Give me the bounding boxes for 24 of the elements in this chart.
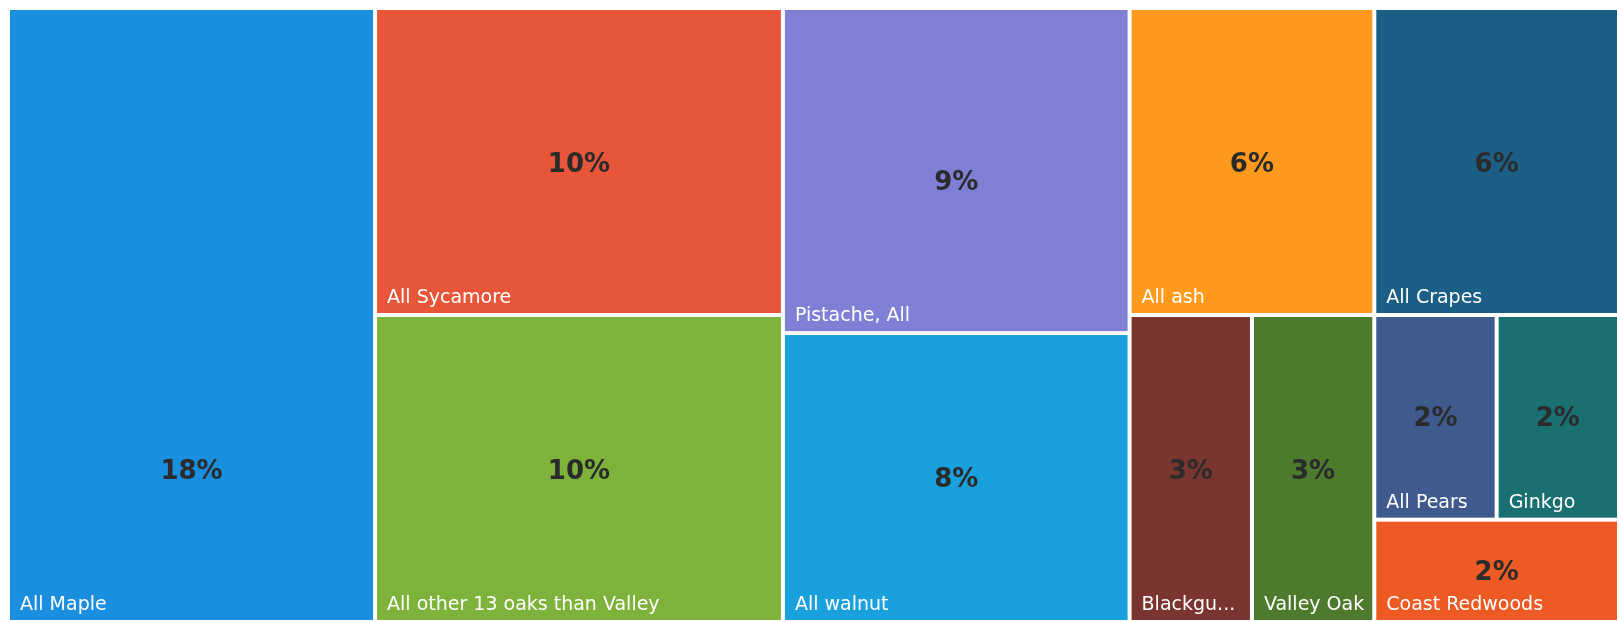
data-label: 6% (1474, 148, 1519, 178)
data-label: 10% (547, 455, 611, 485)
category-label: All Sycamore (387, 285, 512, 307)
data-label: 2% (1535, 402, 1580, 433)
data-label: 9% (934, 166, 979, 197)
category-label: All Crapes (1386, 285, 1483, 307)
category-label: All Pears (1386, 489, 1468, 512)
category-label: Coast Redwoods (1386, 592, 1544, 614)
data-label: 3% (1291, 455, 1336, 485)
category-label: All walnut (794, 592, 889, 614)
data-label: 2% (1474, 555, 1519, 586)
data-label: 10% (547, 148, 611, 178)
category-label: All ash (1141, 285, 1205, 307)
category-label: All other 13 oaks than Valley (387, 592, 660, 614)
category-label: All Maple (20, 592, 107, 614)
category-label: Valley Oak (1263, 592, 1365, 614)
data-label: 3% (1168, 455, 1213, 485)
data-label: 2% (1413, 402, 1458, 433)
data-label: 6% (1229, 148, 1275, 178)
category-label: Ginkgo (1508, 489, 1576, 512)
category-label: Pistache, All (794, 303, 911, 326)
data-label: 18% (160, 455, 223, 485)
category-label: Blackgu... (1141, 592, 1236, 614)
data-label: 8% (934, 462, 979, 493)
